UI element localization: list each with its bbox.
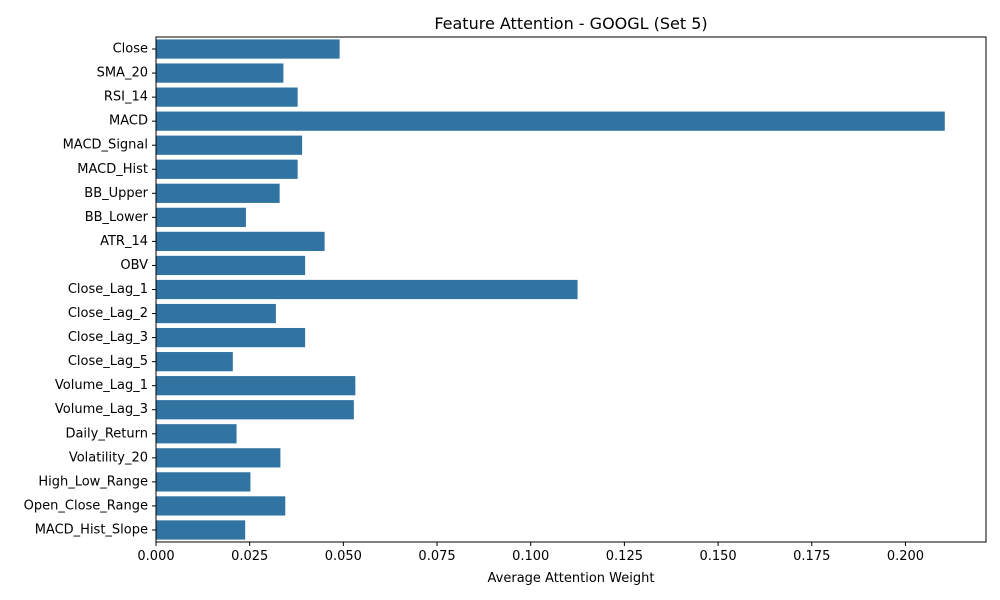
- bar-sma-20: [156, 63, 284, 83]
- y-tick-label: Daily_Return: [65, 426, 148, 441]
- bar-bb-upper: [156, 183, 280, 203]
- y-tick-label: Volume_Lag_3: [55, 402, 148, 417]
- bar-atr-14: [156, 231, 325, 252]
- y-tick-label: Volatility_20: [69, 450, 148, 465]
- bar-macd-hist: [156, 159, 298, 179]
- bar-volume-lag-1: [156, 376, 356, 396]
- y-tick-label: ATR_14: [100, 234, 148, 249]
- bar-macd-signal: [156, 135, 303, 155]
- y-axis-ticks: Close SMA_20 RSI_14 MACD MACD_Signal MACD_His…: [24, 42, 156, 537]
- y-tick-label: BB_Lower: [85, 210, 149, 225]
- bar-open-close-range: [156, 496, 286, 516]
- bar-volume-lag-3: [156, 400, 354, 420]
- x-tick-label: 0.025: [231, 549, 268, 564]
- y-tick-label: MACD_Signal: [63, 138, 148, 153]
- bar-close-lag-5: [156, 352, 233, 372]
- y-tick-label: MACD_Hist: [77, 162, 148, 177]
- bar-bb-lower: [156, 207, 246, 227]
- y-tick-label: Close: [113, 42, 148, 57]
- x-tick-label: 0.050: [325, 549, 362, 564]
- x-axis-label: Average Attention Weight: [488, 571, 655, 586]
- x-axis-ticks: 0.000 0.025 0.050 0.075 0.100 0.125 0.150 0.175…: [137, 542, 924, 564]
- bar-obv: [156, 255, 306, 276]
- x-tick-label: 0.150: [699, 549, 736, 564]
- y-tick-label: Close_Lag_1: [68, 282, 148, 297]
- bars-layer: [156, 39, 945, 540]
- y-tick-label: RSI_14: [104, 90, 148, 105]
- bar-close: [156, 39, 340, 59]
- y-tick-label: Close_Lag_5: [68, 354, 148, 369]
- x-tick-label: 0.200: [887, 549, 924, 564]
- y-tick-label: Volume_Lag_1: [55, 378, 148, 393]
- bar-macd-hist-slope: [156, 520, 246, 540]
- y-tick-label: MACD_Hist_Slope: [35, 522, 148, 537]
- x-tick-label: 0.125: [606, 549, 643, 564]
- y-tick-label: Close_Lag_2: [68, 306, 148, 321]
- bar-close-lag-1: [156, 279, 578, 300]
- bar-high-low-range: [156, 472, 251, 492]
- bar-close-lag-3: [156, 327, 306, 348]
- y-tick-label: Close_Lag_3: [68, 330, 148, 345]
- axes-frame: [155, 36, 987, 543]
- y-tick-label: OBV: [120, 258, 148, 273]
- plot-frame: [155, 36, 987, 543]
- x-tick-label: 0.175: [793, 549, 830, 564]
- y-tick-label: High_Low_Range: [38, 474, 148, 489]
- bar-daily-return: [156, 424, 237, 444]
- bar-volatility-20: [156, 448, 281, 468]
- bar-macd: [156, 111, 945, 131]
- bar-rsi-14: [156, 87, 298, 107]
- y-tick-label: Open_Close_Range: [24, 498, 148, 513]
- x-tick-label: 0.075: [418, 549, 455, 564]
- y-tick-label: MACD: [109, 114, 148, 129]
- y-tick-label: BB_Upper: [84, 186, 148, 201]
- x-tick-label: 0.100: [512, 549, 549, 564]
- y-tick-label: SMA_20: [97, 66, 148, 81]
- chart-title: Feature Attention - GOOGL (Set 5): [434, 14, 707, 33]
- x-tick-label: 0.000: [137, 549, 174, 564]
- bar-close-lag-2: [156, 303, 276, 324]
